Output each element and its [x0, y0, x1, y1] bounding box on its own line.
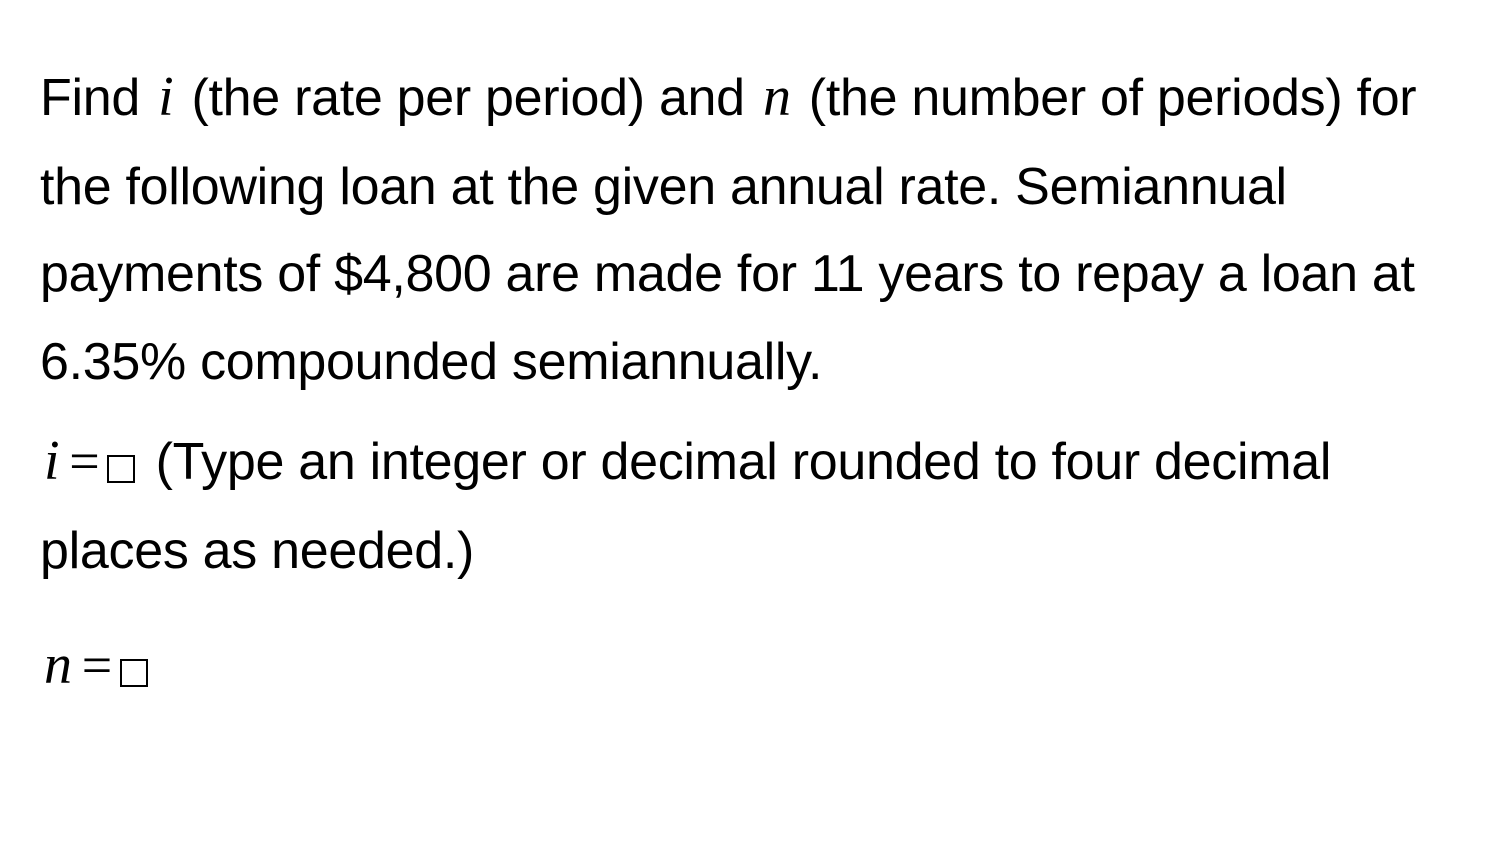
- answer-hint-i: (Type an integer or decimal rounded to f…: [40, 433, 1331, 580]
- variable-i: i: [154, 66, 177, 128]
- text-segment-1: Find: [40, 69, 154, 127]
- text-segment-2: (the rate per period) and: [177, 69, 759, 127]
- problem-content: Find i (the rate per period) and n (the …: [40, 50, 1460, 712]
- answer-line-i: i= (Type an integer or decimal rounded t…: [40, 414, 1460, 595]
- variable-n: n: [759, 66, 795, 128]
- answer-var-i: i: [40, 430, 63, 492]
- answer-line-n: n=: [40, 618, 1460, 712]
- equals-sign-i: =: [63, 431, 105, 491]
- input-box-i[interactable]: [107, 455, 135, 483]
- equals-sign-n: =: [76, 635, 118, 695]
- answer-var-n: n: [40, 634, 76, 696]
- problem-statement: Find i (the rate per period) and n (the …: [40, 50, 1460, 406]
- input-box-n[interactable]: [120, 659, 148, 687]
